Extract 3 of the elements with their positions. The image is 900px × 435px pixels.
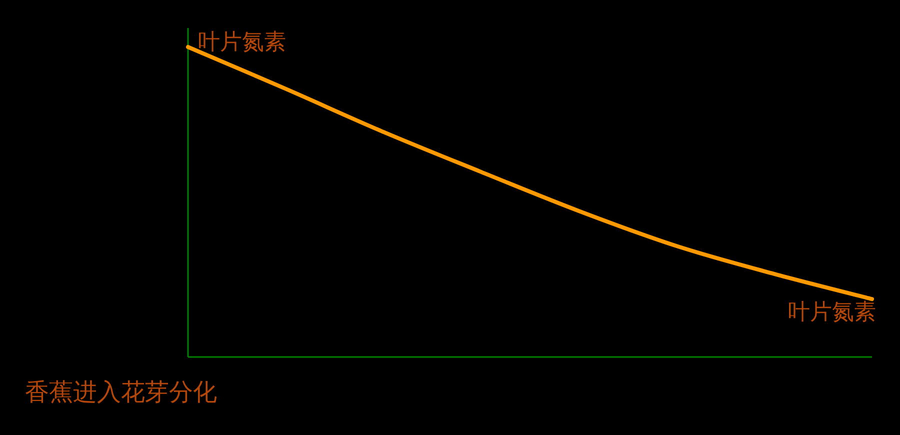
series-label: 叶片氮素 (198, 30, 286, 55)
text: 叶片氮素 (788, 300, 876, 326)
x-axis-title: 香蕉进入花芽分化 (25, 378, 217, 406)
